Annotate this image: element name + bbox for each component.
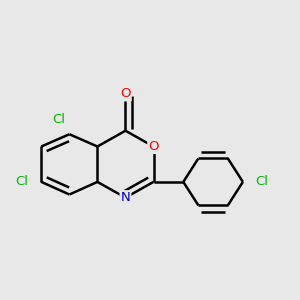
Text: O: O [148,140,159,153]
Text: Cl: Cl [52,113,65,126]
Text: O: O [120,87,131,101]
Text: Cl: Cl [256,176,269,188]
Text: Cl: Cl [16,176,28,188]
Text: N: N [121,191,130,204]
